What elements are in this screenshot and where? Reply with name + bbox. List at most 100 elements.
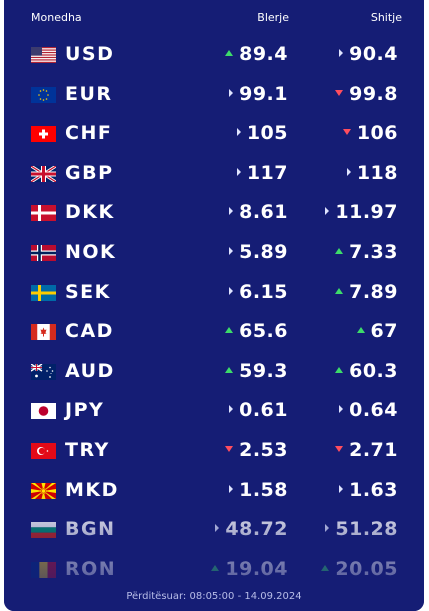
- sell-value: 1.63: [349, 478, 398, 501]
- currency-code: NOK: [65, 240, 117, 263]
- sell-rate: 7.33: [335, 241, 398, 263]
- currency-code: SEK: [65, 280, 111, 303]
- header-currency: Monedha: [31, 11, 82, 24]
- sell-rate: 67: [356, 320, 398, 343]
- rate-row-mkd: MKD 1.58 1.63: [4, 470, 424, 510]
- rate-row-nok: NOK 5.89 7.33: [4, 232, 424, 272]
- currency-code: TRY: [65, 438, 110, 461]
- sell-value: 90.4: [349, 43, 398, 65]
- rate-row-dkk: DKK 8.61 11.97: [4, 192, 424, 232]
- rate-row-aud: AUD 59.3 60.3: [4, 351, 424, 391]
- buy-rate: 2.53: [225, 439, 288, 461]
- trend-same-icon: [339, 49, 344, 57]
- rate-row-usd: USD 89.4 90.4: [4, 34, 424, 74]
- currency-code: DKK: [65, 201, 115, 224]
- buy-rate: 117: [236, 161, 288, 184]
- header-buy: Blerje: [257, 11, 289, 24]
- buy-value: 65.6: [239, 320, 288, 343]
- flag-jp-icon: [31, 403, 56, 420]
- sell-value: 106: [356, 122, 398, 145]
- trend-down-icon: [225, 445, 234, 452]
- buy-rate: 65.6: [225, 320, 288, 342]
- buy-rate: 0.61: [229, 399, 288, 421]
- flag-ch-icon: [31, 126, 56, 143]
- buy-value: 5.89: [239, 240, 288, 263]
- last-updated: Përditësuar: 08:05:00 - 14.09.2024: [126, 591, 302, 602]
- buy-rate: 105: [236, 122, 288, 145]
- currency-code: BGN: [65, 518, 116, 541]
- trend-same-icon: [229, 88, 234, 97]
- buy-value: 6.15: [239, 280, 288, 303]
- sell-value: 7.89: [349, 280, 398, 303]
- rate-row-bgn: BGN 48.72 51.28: [4, 509, 424, 549]
- sell-value: 7.33: [349, 240, 398, 263]
- buy-value: 48.72: [225, 518, 288, 541]
- trend-up-icon: [335, 287, 344, 294]
- sell-rate: 20.05: [321, 558, 398, 580]
- trend-same-icon: [339, 405, 344, 414]
- buy-value: 2.53: [239, 438, 288, 461]
- trend-same-icon: [229, 246, 234, 255]
- sell-value: 67: [370, 320, 398, 343]
- sell-rate: 118: [346, 161, 398, 184]
- buy-rate: 48.72: [215, 518, 288, 540]
- sell-value: 60.3: [349, 359, 398, 382]
- sell-rate: 1.63: [339, 479, 398, 501]
- table-header: Monedha Blerje Shitje: [4, 0, 424, 36]
- currency-code: EUR: [65, 82, 113, 105]
- buy-value: 1.58: [239, 478, 288, 501]
- currency-code: USD: [65, 43, 115, 65]
- sell-rate: 0.64: [339, 399, 398, 421]
- rate-row-cad: CAD 65.6 67: [4, 311, 424, 351]
- trend-same-icon: [236, 167, 241, 176]
- buy-value: 117: [246, 161, 288, 184]
- trend-up-icon: [335, 366, 344, 373]
- trend-up-icon: [225, 327, 234, 334]
- exchange-rates-panel: Monedha Blerje Shitje USD 89.4 90.4 EUR 99.1…: [4, 0, 424, 611]
- sell-value: 2.71: [349, 438, 398, 461]
- sell-value: 51.28: [335, 518, 398, 541]
- rate-row-try: TRY 2.53 2.71: [4, 430, 424, 470]
- trend-up-icon: [335, 247, 344, 254]
- buy-rate: 8.61: [229, 201, 288, 223]
- buy-value: 8.61: [239, 201, 288, 224]
- sell-rate: 90.4: [339, 43, 398, 65]
- buy-rate: 59.3: [225, 360, 288, 382]
- buy-rate: 89.4: [225, 43, 288, 65]
- buy-value: 105: [246, 122, 288, 145]
- buy-rate: 99.1: [229, 83, 288, 105]
- trend-up-icon: [225, 366, 234, 373]
- trend-down-icon: [335, 89, 344, 96]
- sell-value: 118: [356, 161, 398, 184]
- flag-dk-icon: [31, 205, 56, 222]
- trend-down-icon: [342, 129, 351, 136]
- sell-rate: 2.71: [335, 439, 398, 461]
- buy-rate: 6.15: [229, 281, 288, 303]
- trend-up-icon: [356, 327, 365, 334]
- sell-rate: 99.8: [335, 83, 398, 105]
- trend-same-icon: [325, 207, 330, 216]
- flag-se-icon: [31, 284, 56, 301]
- sell-rate: 106: [342, 122, 398, 145]
- flag-us-icon: [31, 47, 56, 63]
- flag-au-icon: [31, 363, 56, 380]
- buy-value: 99.1: [239, 82, 288, 105]
- sell-rate: 51.28: [325, 518, 398, 540]
- currency-code: MKD: [65, 478, 119, 501]
- rate-row-eur: EUR 99.1 99.8: [4, 74, 424, 114]
- sell-value: 0.64: [349, 399, 398, 422]
- flag-eu-icon: [31, 86, 56, 103]
- currency-code: GBP: [65, 161, 114, 184]
- trend-same-icon: [229, 286, 234, 295]
- rate-row-chf: CHF 105 106: [4, 113, 424, 153]
- flag-mk-icon: [31, 482, 56, 499]
- trend-down-icon: [335, 445, 344, 452]
- buy-value: 59.3: [239, 359, 288, 382]
- trend-same-icon: [236, 128, 241, 137]
- trend-up-icon: [225, 50, 234, 56]
- buy-rate: 19.04: [211, 558, 288, 580]
- sell-value: 11.97: [335, 201, 398, 224]
- trend-up-icon: [211, 564, 220, 571]
- buy-rate: 5.89: [229, 241, 288, 263]
- buy-value: 89.4: [239, 43, 288, 65]
